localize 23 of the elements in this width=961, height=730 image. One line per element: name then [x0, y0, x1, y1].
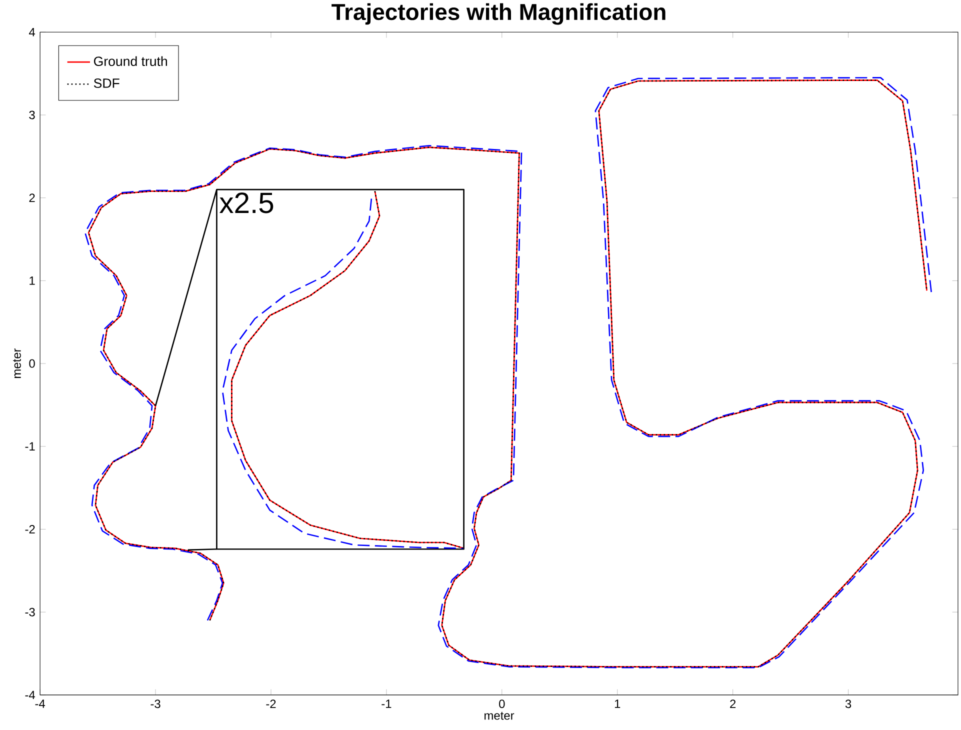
chart-title: Trajectories with Magnification [332, 3, 666, 25]
annotation: x2.5 [219, 192, 274, 214]
y-tick-label: 1 [30, 276, 35, 285]
y-tick-label: 0 [29, 359, 35, 368]
y-tick-label: 3 [29, 110, 35, 120]
x-tick-label: 1 [614, 700, 620, 708]
x-tick-label: 0 [499, 700, 505, 708]
x-tick-label: -4 [35, 700, 46, 708]
y-tick-label: -4 [25, 690, 36, 700]
x-tick-label: -3 [150, 700, 160, 708]
x-tick-label: 2 [730, 700, 736, 708]
x-tick-label: -1 [382, 700, 392, 708]
x-tick-label: 3 [845, 700, 852, 708]
y-tick-label: -2 [25, 525, 35, 534]
x-axis-title: meter [484, 712, 514, 720]
y-tick-label: -3 [25, 608, 35, 616]
y-tick-label: -1 [25, 442, 35, 450]
legend-label: Ground truth [94, 56, 167, 66]
legend-label: SDF [94, 78, 120, 88]
y-tick-label: 4 [28, 28, 36, 36]
x-tick-label: -2 [266, 700, 276, 708]
y-tick-label: 2 [29, 194, 35, 202]
y-axis-title: meter [13, 348, 21, 378]
